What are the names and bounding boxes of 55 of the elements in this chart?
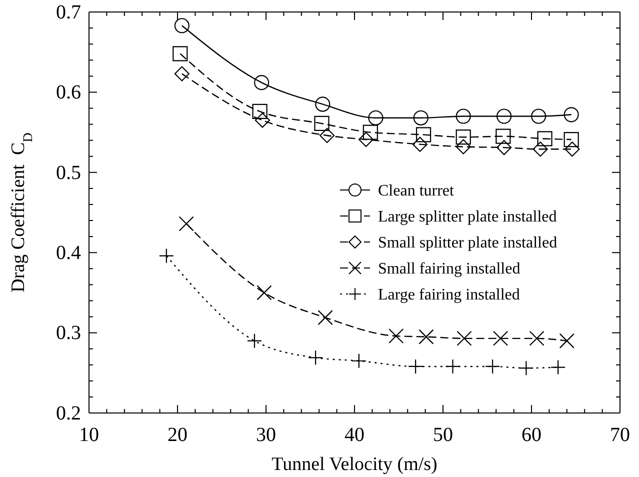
point [358, 132, 374, 148]
point [416, 127, 432, 142]
point [529, 330, 544, 346]
point [531, 108, 546, 124]
point [368, 110, 384, 126]
x-tick-label: 30 [256, 424, 276, 446]
x-tick-label: 70 [610, 424, 630, 446]
point [256, 285, 272, 300]
point [254, 75, 270, 90]
point [564, 107, 579, 122]
point [252, 104, 268, 119]
x-tick-label: 60 [522, 424, 542, 446]
point [174, 66, 190, 82]
y-tick-label: 0.5 [56, 162, 81, 184]
point [532, 142, 548, 157]
y-tick-label: 0.4 [56, 242, 81, 264]
point [496, 108, 512, 124]
y-tick-label: 0.2 [56, 402, 81, 424]
legend-label: Large splitter plate installed [378, 208, 557, 226]
point [320, 128, 335, 144]
y-tick-label: 0.6 [56, 82, 81, 104]
point [413, 110, 428, 126]
point [314, 116, 330, 132]
point [388, 328, 404, 344]
y-tick-label: 0.3 [56, 322, 81, 344]
point [564, 142, 580, 157]
point [418, 329, 434, 344]
point [456, 108, 471, 124]
point [362, 124, 378, 140]
x-tick-label: 10 [79, 424, 99, 446]
x-axis-title: Tunnel Velocity (m/s) [272, 454, 438, 475]
point [178, 216, 194, 232]
point [412, 136, 428, 152]
x-tick-label: 20 [168, 424, 188, 446]
point [496, 128, 511, 144]
point [456, 130, 471, 145]
point [456, 139, 471, 154]
y-tick-label: 0.7 [56, 1, 81, 24]
legend-label: Small splitter plate installed [378, 234, 558, 252]
point [318, 310, 333, 326]
point [492, 330, 508, 346]
point [254, 112, 270, 128]
point [174, 18, 190, 34]
point [496, 140, 512, 156]
legend-label: Clean turret [378, 182, 455, 200]
x-tick-label: 50 [433, 424, 453, 446]
point [537, 131, 552, 146]
point [564, 132, 579, 148]
legend-label: Large fairing installed [378, 286, 520, 304]
legend-label: Small fairing installed [378, 260, 520, 278]
point [172, 46, 188, 62]
point [315, 96, 330, 112]
point [559, 333, 574, 348]
point [456, 330, 472, 346]
x-tick-label: 40 [344, 424, 364, 446]
